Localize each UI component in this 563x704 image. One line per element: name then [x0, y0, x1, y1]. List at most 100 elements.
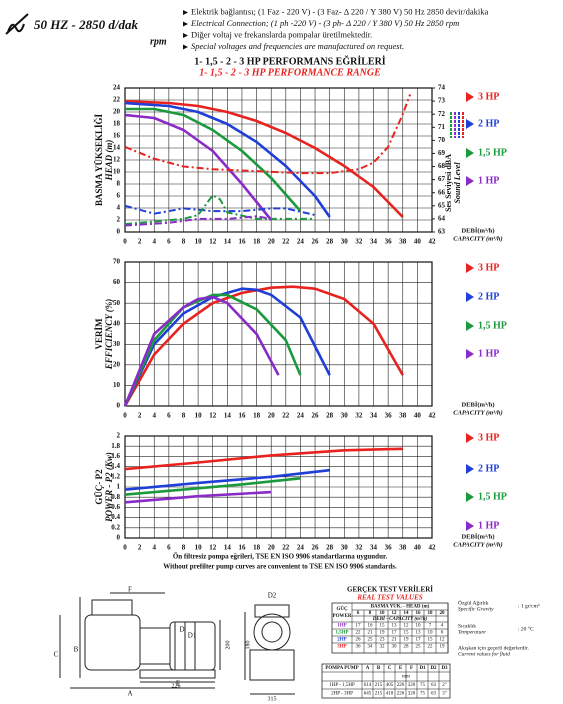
y-axis-label: GÜÇ- P2 — [94, 469, 104, 505]
table-row-label: 1,5HP — [335, 631, 348, 636]
x-axis-label: CAPACITY (m³/h) — [453, 541, 502, 548]
x-tick-label: 32 — [355, 544, 363, 552]
table-head: 14 — [404, 611, 410, 616]
y2-tick-label: 69 — [438, 149, 446, 157]
x-tick-label: 30 — [341, 412, 349, 420]
table-cell: 63 — [431, 683, 437, 688]
x-tick-label: 40 — [414, 544, 422, 552]
legend-marker — [466, 521, 474, 531]
x-axis-label: DEBİ(m³/h) — [461, 533, 494, 540]
x-tick-label: 36 — [385, 412, 393, 420]
y2-tick-label: 63 — [438, 228, 446, 236]
table-subtitle: REAL TEST VALUES — [356, 594, 422, 602]
dimension-letter: F — [128, 586, 132, 594]
dimension-value: 315 — [268, 696, 277, 702]
x-tick-label: 38 — [399, 238, 407, 246]
table-cell: 10 — [428, 631, 434, 636]
table-cell: 19 — [404, 638, 410, 643]
table-head: 6 — [357, 611, 360, 616]
curve — [123, 295, 280, 407]
table-cell: 12 — [404, 624, 410, 629]
table-cell: 15 — [428, 638, 434, 643]
y2-tick-label: 72 — [438, 110, 446, 118]
x-tick-label: 22 — [282, 238, 290, 246]
legend-label: 1,5 HP — [478, 320, 507, 331]
ac-symbol — [5, 13, 29, 35]
legend-label: 1 HP — [478, 520, 499, 531]
y-tick-label: 16 — [113, 132, 121, 140]
dimension-letter: A — [127, 690, 132, 698]
table-cell: 226 — [397, 683, 405, 688]
table-row-label: 1HP — [337, 624, 346, 629]
y-tick-label: 10 — [113, 168, 121, 176]
y-tick-label: 1.8 — [111, 442, 120, 450]
table-cell: 7 — [429, 624, 432, 629]
y-tick-label: 50 — [113, 299, 121, 307]
bullet — [183, 44, 188, 50]
sound-line — [124, 215, 272, 227]
table-cell: 19 — [440, 645, 446, 650]
table-row-label: 3HP — [337, 645, 346, 650]
y-tick-label: 0.2 — [111, 523, 120, 531]
bullet — [183, 21, 188, 27]
legend-marker — [466, 176, 474, 186]
table-cell: 15 — [404, 631, 410, 636]
x-tick-label: 42 — [429, 238, 437, 246]
y2-tick-label: 67 — [438, 175, 446, 183]
table-header: A — [366, 666, 370, 671]
x-tick-label: 4 — [152, 544, 156, 552]
legend-label: 2 HP — [478, 291, 499, 302]
y2-tick-label: 66 — [438, 188, 446, 196]
x-tick-label: 28 — [326, 544, 334, 552]
y-tick-label: 0.6 — [111, 503, 120, 511]
y-axis-label: POWER - P2 (Kw) — [104, 452, 114, 522]
x-tick-label: 4 — [152, 238, 156, 246]
x-tick-label: 34 — [370, 238, 378, 246]
plot-frame — [124, 87, 433, 233]
x-tick-label: 34 — [370, 544, 378, 552]
table-cell: 34 — [368, 645, 374, 650]
y-tick-label: 1.6 — [111, 452, 120, 460]
header-line: Diğer voltaj ve frekanslarda pompalar ür… — [191, 29, 372, 39]
y-axis-label: EFFICIENCY (%) — [104, 299, 114, 370]
y-tick-label: 18 — [113, 120, 121, 128]
x-tick-label: 10 — [195, 544, 203, 552]
x-tick-label: 26 — [312, 412, 320, 420]
legend-marker — [466, 433, 474, 443]
y-tick-label: 1 — [117, 483, 121, 491]
curve — [124, 468, 330, 491]
y-tick-label: 22 — [113, 96, 121, 104]
table-cell: 4 — [441, 624, 444, 629]
x-tick-label: 8 — [182, 238, 186, 246]
sound-legend-bars — [450, 112, 464, 138]
curve — [124, 447, 403, 471]
table-cell: 63 — [431, 692, 437, 697]
dimension-value: 200 — [225, 641, 231, 650]
y-tick-label: 14 — [113, 144, 121, 152]
curve — [124, 490, 272, 504]
table-row-label: 2HP — [337, 638, 346, 643]
x-tick-label: 32 — [355, 412, 363, 420]
table-cell: 16 — [368, 624, 374, 629]
x-tick-label: 20 — [268, 412, 276, 420]
table-cell: 13 — [392, 624, 398, 629]
table-cell: 17 — [356, 624, 362, 629]
bullet — [183, 33, 188, 38]
table-cell: 215 — [375, 692, 383, 697]
x-tick-label: 26 — [312, 544, 320, 552]
y-tick-label: 0.8 — [111, 493, 120, 501]
table-head: 12 — [392, 611, 398, 616]
table-cell: 30 — [392, 645, 398, 650]
y-tick-label: 0 — [117, 534, 121, 542]
x-tick-label: 22 — [282, 412, 290, 420]
dimension-value: 226 — [172, 683, 181, 689]
dimension-value: 180 — [245, 641, 251, 650]
table-header: POMPA PUMP — [325, 666, 358, 671]
dimension-letter: D2 — [268, 592, 277, 600]
table-header: F — [410, 666, 413, 671]
x-tick-label: 6 — [167, 412, 171, 420]
sound-line — [124, 194, 315, 226]
curve — [123, 293, 302, 407]
